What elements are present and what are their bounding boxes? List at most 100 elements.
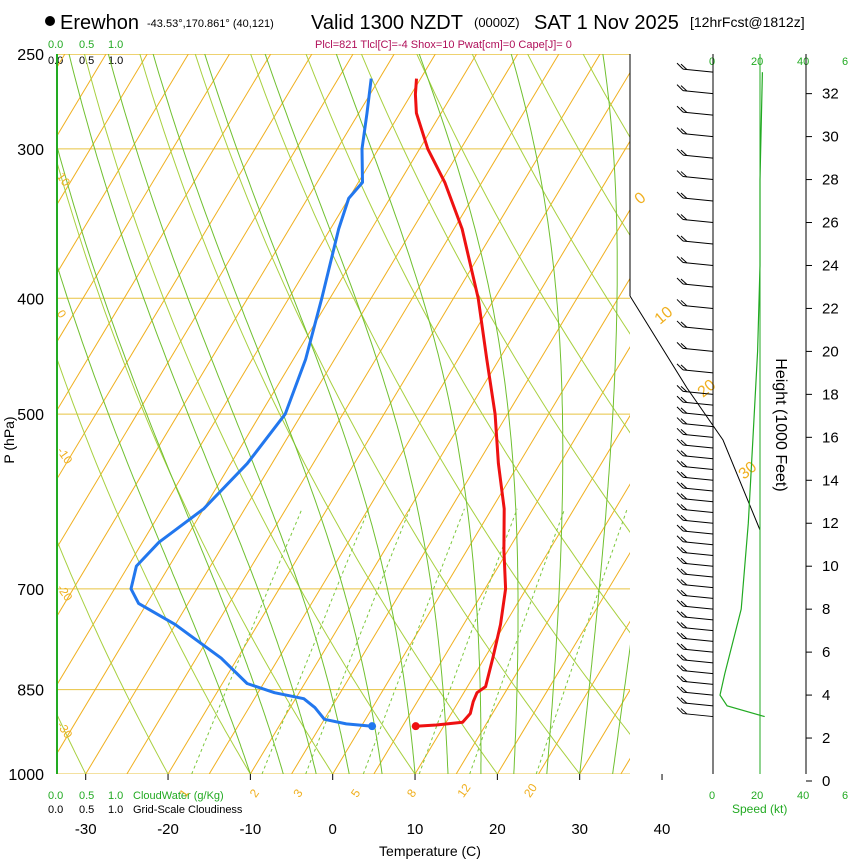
- wind-barb-flag: [680, 106, 688, 113]
- wind-barb-flag: [676, 170, 684, 177]
- height-tick-label: 4: [822, 687, 830, 704]
- wind-barb-flag: [676, 481, 684, 489]
- temperature-tick-label: -10: [240, 821, 262, 838]
- isotherm-line: [786, 54, 850, 774]
- isotherm-line: [57, 54, 395, 617]
- wind-barb-flag: [676, 449, 684, 457]
- speed-tick-top-2: 40: [797, 56, 809, 68]
- wind-barb-flag: [680, 257, 688, 264]
- mixing-ratio-line: [261, 508, 370, 774]
- wind-barb: [682, 691, 714, 696]
- wind-barb-flag: [676, 632, 684, 639]
- height-tick-label: 24: [822, 257, 839, 274]
- x-axis-title: Temperature (C): [379, 843, 481, 859]
- speed-tick-top-0: 0: [709, 56, 715, 68]
- wind-barb: [682, 519, 714, 524]
- wind-barb: [682, 455, 714, 460]
- moist-adiabat: [264, 54, 449, 774]
- surface-temperature-marker: [411, 722, 420, 731]
- mixing-ratio-label: 5: [348, 786, 363, 800]
- isotherm-line: [620, 757, 630, 774]
- wind-barb-flag: [676, 610, 684, 618]
- cloudiness-tick-top-2: 1.0: [108, 55, 123, 67]
- mixing-ratio-label: 20: [521, 781, 540, 800]
- wind-barb-flag: [676, 503, 684, 510]
- height-tick-label: 14: [822, 472, 839, 489]
- height-tick-label: 26: [822, 215, 839, 232]
- height-tick-label: 2: [822, 730, 830, 747]
- wind-barb: [682, 283, 714, 288]
- wind-barb: [682, 498, 714, 503]
- isotherm-line: [57, 54, 230, 343]
- wind-barb-flag: [680, 418, 688, 425]
- wind-barb: [682, 541, 714, 546]
- wind-barb-flag: [680, 536, 688, 543]
- wind-barb-flag: [676, 599, 684, 607]
- wind-barb-flag: [676, 105, 684, 113]
- wind-barb: [682, 476, 714, 481]
- wind-barb: [682, 304, 714, 309]
- mixing-ratio-label: 8: [404, 786, 419, 800]
- wind-barb-flag: [676, 320, 684, 328]
- wind-barb-flag: [676, 674, 684, 682]
- wind-barb: [682, 240, 714, 245]
- moist-adiabat: [68, 54, 317, 774]
- wind-barb-flag: [680, 547, 688, 554]
- isotherm-line: [373, 346, 630, 774]
- wind-barb: [682, 670, 714, 675]
- wind-barb: [682, 423, 714, 428]
- wind-barb-flag: [676, 148, 684, 156]
- dry-adiabat: [57, 160, 334, 774]
- wind-barb-flag: [680, 439, 688, 446]
- height-scale-boundary: [629, 295, 761, 531]
- isotherm-line: [332, 277, 630, 774]
- cloudwater-label: CloudWater (g/Kg): [133, 790, 224, 802]
- wind-barb: [682, 713, 714, 718]
- wind-barb: [682, 90, 714, 95]
- wind-barb-flag: [680, 675, 688, 683]
- mixing-ratio-line: [191, 508, 303, 774]
- moist-adiabat: [418, 54, 519, 774]
- cloudwater-tick-bottom-0: 0.0: [48, 790, 63, 802]
- moist-adiabat: [57, 263, 251, 774]
- wind-barb: [682, 369, 714, 374]
- wind-barb: [682, 594, 714, 599]
- dry-adiabat: [194, 54, 581, 774]
- pressure-tick-label: 250: [17, 47, 44, 64]
- cloudiness-label: Grid-Scale Cloudiness: [133, 804, 243, 816]
- height-tick-label: 22: [822, 300, 839, 317]
- wind-barb-flag: [680, 579, 688, 586]
- wind-barb-flag: [680, 654, 688, 661]
- wind-barb-flag: [676, 567, 684, 575]
- moist-adiabat: [57, 144, 284, 774]
- wind-barb-flag: [680, 665, 688, 672]
- wind-barb-flag: [676, 642, 684, 650]
- wind-barb-flag: [680, 568, 688, 575]
- wind-barb: [682, 154, 714, 159]
- isotherm-line: [57, 54, 354, 549]
- wind-barb-flag: [680, 600, 688, 608]
- wind-barb-flag: [680, 514, 688, 522]
- wind-barb-flag: [676, 492, 684, 500]
- wind-barb: [682, 627, 714, 632]
- dry-adiabat: [629, 0, 850, 799]
- moist-adiabat: [204, 54, 416, 774]
- wind-barb: [682, 584, 714, 589]
- wind-barb: [682, 466, 714, 471]
- pressure-tick-label: 400: [17, 291, 44, 308]
- isotherm-label-right: 10: [652, 304, 677, 329]
- wind-barb-flag: [676, 685, 684, 693]
- cloudwater-tick-top-1: 0.5: [79, 39, 94, 51]
- moist-adiabat: [510, 54, 564, 774]
- isotherm-line: [538, 620, 630, 774]
- temperature-tick-label: 0: [329, 821, 337, 838]
- wind-barb-flag: [676, 299, 684, 306]
- wind-barb-flag: [676, 84, 684, 91]
- dry-adiabat: [139, 54, 499, 774]
- wind-barb-flag: [680, 128, 688, 135]
- height-tick-label: 10: [822, 558, 839, 575]
- wind-barb-flag: [676, 277, 684, 285]
- wind-speed-profile: [719, 72, 765, 718]
- dry-adiabat: [471, 54, 630, 335]
- temperature-profile: [413, 78, 508, 728]
